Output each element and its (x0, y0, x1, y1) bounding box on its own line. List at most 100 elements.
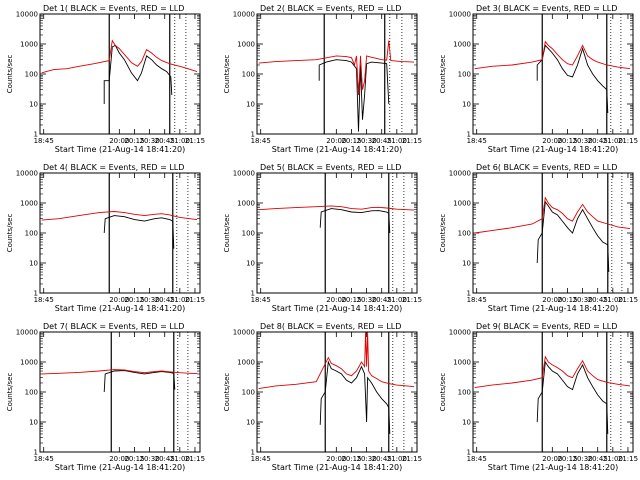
y-tick-label: 10 (246, 419, 255, 427)
panel-det-9: 1 10 100 1000 10000 18:45 20:0020:1520:3020:45… (439, 322, 638, 472)
y-tick-label: 100 (242, 230, 255, 238)
y-tick-label: 1 (251, 290, 255, 298)
x-tick-label: 18:45 (467, 137, 487, 145)
y-axis-label: Counts/sec (6, 214, 14, 253)
y-tick-label: 1000 (20, 359, 38, 367)
panel-title: Det 2( BLACK = Events, RED = LLD (260, 4, 401, 13)
x-tick-label: 20:30 (356, 296, 376, 304)
series-events-line (103, 44, 173, 104)
x-tick-label: 20:15 (341, 137, 361, 145)
x-tick-label: 18:45 (467, 455, 487, 463)
y-tick-label: 1000 (453, 200, 471, 208)
y-tick-label: 100 (458, 71, 471, 79)
x-axis-label: Start Time (21-Aug-14 18:41:20) (55, 145, 186, 154)
series-lld-line (258, 205, 415, 211)
y-tick-label: 100 (25, 389, 38, 397)
plot-frame (39, 331, 201, 453)
y-tick-label: 10 (246, 260, 255, 268)
x-tick-label: 21:00 (603, 296, 623, 304)
panel-title: Det 7( BLACK = Events, RED = LLD (43, 322, 184, 331)
x-axis-label: Start Time (21-Aug-14 18:41:20) (55, 463, 186, 472)
y-tick-label: 10000 (449, 11, 471, 19)
x-tick-label: 20:30 (356, 137, 376, 145)
y-tick-label: 10 (29, 419, 38, 427)
x-tick-label: 20:00 (326, 455, 346, 463)
x-tick-label: 18:45 (251, 296, 271, 304)
x-tick-label: 18:45 (467, 296, 487, 304)
x-tick-label: 20:15 (341, 455, 361, 463)
x-axis-label: Start Time (21-Aug-14 18:41:20) (488, 145, 619, 154)
x-tick-label: 20:15 (124, 137, 144, 145)
x-axis-label: Start Time (21-Aug-14 18:41:20) (488, 463, 619, 472)
x-tick-label: 20:00 (326, 137, 346, 145)
panel-det-5: 1 10 100 1000 10000 18:45 20:0020:1520:3020:45… (223, 163, 422, 313)
x-tick-label: 21:00 (170, 296, 190, 304)
panel-det-6: 1 10 100 1000 10000 18:45 20:0020:1520:3020:45… (439, 163, 638, 313)
y-tick-label: 1 (34, 290, 38, 298)
y-tick-label: 100 (242, 71, 255, 79)
y-tick-label: 1 (467, 290, 471, 298)
plot-frame (256, 172, 418, 294)
panel-title: Det 3( BLACK = Events, RED = LLD (476, 4, 617, 13)
x-tick-label: 20:15 (557, 137, 577, 145)
y-tick-label: 10 (246, 101, 255, 109)
x-tick-label: 20:00 (542, 296, 562, 304)
x-tick-label: 20:30 (139, 296, 159, 304)
x-tick-label: 21:15 (618, 455, 638, 463)
x-tick-label: 20:45 (372, 296, 392, 304)
y-tick-label: 10000 (449, 170, 471, 178)
x-tick-label: 21:15 (402, 455, 422, 463)
x-tick-label: 21:00 (387, 455, 407, 463)
series-lld-line (41, 39, 198, 74)
series-events-line (536, 360, 609, 434)
x-tick-label: 21:15 (618, 137, 638, 145)
y-tick-label: 10000 (16, 170, 38, 178)
y-tick-label: 10000 (449, 329, 471, 337)
y-axis-label: Counts/sec (6, 55, 14, 94)
plot-frame (256, 13, 418, 135)
x-tick-label: 18:45 (34, 296, 54, 304)
panel-title: Det 8( BLACK = Events, RED = LLD (260, 322, 401, 331)
x-tick-label: 20:15 (124, 455, 144, 463)
x-tick-label: 21:00 (170, 455, 190, 463)
x-tick-label: 20:15 (124, 296, 144, 304)
x-tick-label: 20:45 (372, 455, 392, 463)
y-tick-label: 100 (25, 230, 38, 238)
x-axis-label: Start Time (21-Aug-14 18:41:20) (272, 463, 403, 472)
x-tick-label: 21:00 (603, 455, 623, 463)
x-tick-label: 20:00 (109, 296, 129, 304)
y-tick-label: 1 (467, 131, 471, 139)
series-lld-line (474, 196, 631, 234)
x-tick-label: 20:00 (542, 137, 562, 145)
y-tick-label: 10000 (233, 11, 255, 19)
x-axis-label: Start Time (21-Aug-14 18:41:20) (55, 304, 186, 313)
y-tick-label: 1000 (453, 359, 471, 367)
plot-frame (39, 13, 201, 135)
y-axis-label: Counts/sec (439, 214, 447, 253)
y-tick-label: 1000 (20, 41, 38, 49)
y-tick-label: 1 (251, 131, 255, 139)
x-tick-label: 20:45 (155, 296, 175, 304)
plot-frame (472, 331, 634, 453)
y-tick-label: 1 (467, 449, 471, 457)
y-axis-label: Counts/sec (439, 55, 447, 94)
series-events-line (103, 215, 175, 249)
x-tick-label: 21:00 (387, 296, 407, 304)
x-tick-label: 20:30 (572, 137, 592, 145)
x-axis-label: Start Time (21-Aug-14 18:41:20) (272, 304, 403, 313)
series-events-line (319, 208, 391, 234)
panel-det-8: 1 10 100 1000 10000 18:45 20:0020:1520:3020:45… (223, 322, 422, 472)
x-tick-label: 20:30 (356, 455, 376, 463)
y-tick-label: 10 (462, 260, 471, 268)
series-events-line (536, 200, 610, 273)
series-events-line (103, 370, 176, 393)
panel-title: Det 6( BLACK = Events, RED = LLD (476, 163, 617, 172)
y-axis-label: Counts/sec (6, 373, 14, 412)
panel-title: Det 5( BLACK = Events, RED = LLD (260, 163, 401, 172)
x-tick-label: 20:45 (155, 455, 175, 463)
panel-det-2: 1 10 100 1000 10000 18:45 20:0020:1520:3020:45… (223, 4, 422, 154)
x-tick-label: 20:45 (372, 137, 392, 145)
x-tick-label: 20:00 (109, 137, 129, 145)
panel-det-3: 1 10 100 1000 10000 18:45 20:0020:1520:3020:45… (439, 4, 638, 154)
x-tick-label: 21:00 (603, 137, 623, 145)
